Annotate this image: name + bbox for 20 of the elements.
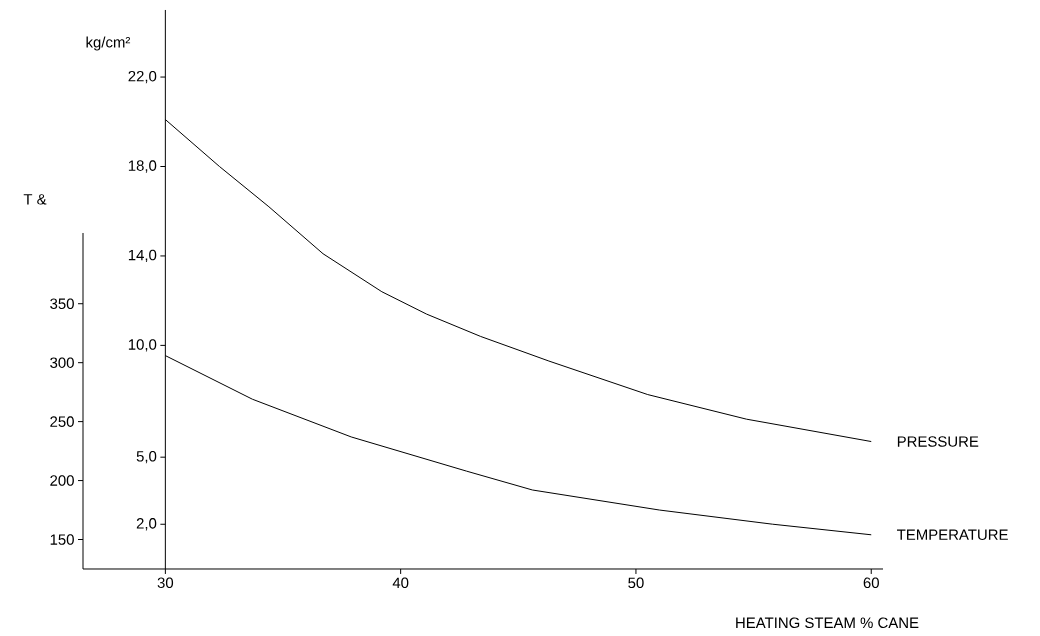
y2-tick-label: 22,0 [128, 70, 157, 84]
x-tick-label: 30 [157, 577, 174, 589]
y2-axis-title: kg/cm² [86, 36, 131, 51]
y2-tick-label: 2,0 [136, 518, 157, 531]
y2-tick-label: 10,0 [128, 339, 157, 352]
y-tick-label: 200 [50, 475, 74, 486]
y-tick-label: 300 [50, 357, 74, 368]
series-label: PRESSURE [897, 436, 979, 447]
y2-tick-label: 18,0 [128, 160, 157, 173]
y-axis-title: T & [23, 194, 47, 205]
x-tick-label: 60 [863, 577, 879, 589]
y-tick-label: 350 [50, 298, 74, 310]
y2-tick-label: 14,0 [128, 249, 157, 263]
x-tick-label: 50 [628, 577, 644, 589]
series-label: TEMPERATURE [897, 529, 1008, 541]
y-tick-label: 150 [50, 534, 74, 545]
x-tick-label: 40 [392, 577, 409, 589]
x-axis-title: HEATING STEAM % CANE [736, 617, 919, 629]
y-tick-label: 250 [50, 416, 74, 427]
y2-tick-label: 5,0 [136, 451, 157, 464]
